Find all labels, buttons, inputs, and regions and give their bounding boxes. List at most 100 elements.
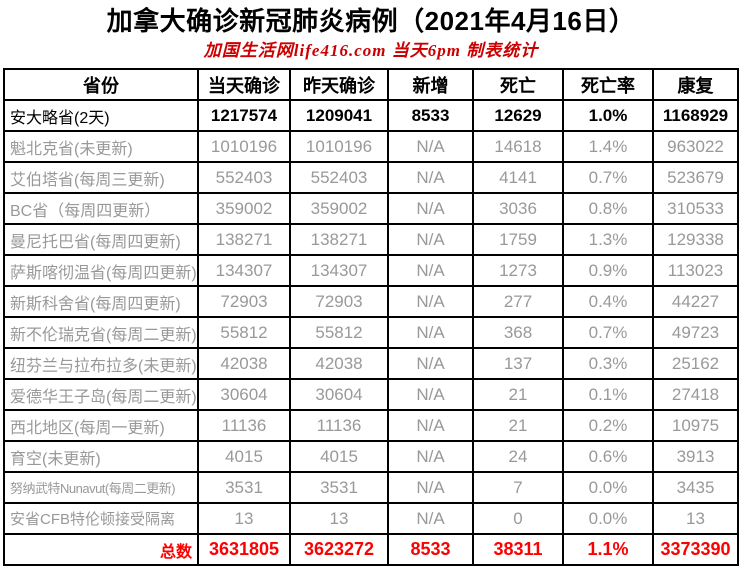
cell-today: 55812: [197, 316, 291, 349]
cell-rate: 0.1%: [562, 378, 654, 411]
cell-rate: 0.0%: [562, 502, 654, 535]
cell-recovered: 310533: [652, 192, 739, 225]
cell-deaths: 21: [472, 378, 564, 411]
cell-recovered: 13: [652, 502, 739, 535]
cell-rate: 1.0%: [562, 99, 654, 132]
cell-rate: 0.7%: [562, 161, 654, 194]
cell-yesterday: 42038: [289, 347, 389, 380]
cell-added: N/A: [387, 440, 474, 473]
cell-today: 134307: [197, 254, 291, 287]
table-row: 育空(未更新) 4015 4015 N/A 24 0.6% 3913: [3, 440, 739, 473]
cell-today: 72903: [197, 285, 291, 318]
column-header-province: 省份: [3, 68, 199, 101]
cell-rate: 1.1%: [562, 533, 654, 566]
table-row: 萨斯喀彻温省(每周四更新) 134307 134307 N/A 1273 0.9% 1130…: [3, 254, 739, 287]
cell-yesterday: 359002: [289, 192, 389, 225]
cell-province: 新不伦瑞克省(每周二更新): [3, 316, 199, 349]
cell-province: 新斯科舍省(每周四更新): [3, 285, 199, 318]
cell-recovered: 113023: [652, 254, 739, 287]
cell-added: 8533: [387, 533, 474, 566]
cell-recovered: 3435: [652, 471, 739, 504]
cell-deaths: 1273: [472, 254, 564, 287]
cell-province: 魁北克省(未更新): [3, 130, 199, 163]
column-header-yesterday: 昨天确诊: [289, 68, 389, 101]
cell-added: N/A: [387, 192, 474, 225]
cell-added: N/A: [387, 223, 474, 256]
table-row: 新不伦瑞克省(每周二更新) 55812 55812 N/A 368 0.7% 49723: [3, 316, 739, 349]
cell-yesterday: 3531: [289, 471, 389, 504]
cell-province: 西北地区(每周一更新): [3, 409, 199, 442]
total-row: 总数 3631805 3623272 8533 38311 1.1% 3373390: [3, 533, 739, 566]
cell-rate: 0.6%: [562, 440, 654, 473]
cell-yesterday: 55812: [289, 316, 389, 349]
cell-rate: 1.4%: [562, 130, 654, 163]
table-row: 安省CFB特伦顿接受隔离 13 13 N/A 0 0.0% 13: [3, 502, 739, 535]
cell-yesterday: 72903: [289, 285, 389, 318]
cell-added: N/A: [387, 471, 474, 504]
cell-deaths: 4141: [472, 161, 564, 194]
cell-yesterday: 30604: [289, 378, 389, 411]
cell-rate: 0.3%: [562, 347, 654, 380]
cell-deaths: 0: [472, 502, 564, 535]
cell-added: 8533: [387, 99, 474, 132]
cell-rate: 1.3%: [562, 223, 654, 256]
cell-today: 138271: [197, 223, 291, 256]
cell-today: 359002: [197, 192, 291, 225]
cell-deaths: 14618: [472, 130, 564, 163]
table-row: 新斯科舍省(每周四更新) 72903 72903 N/A 277 0.4% 44227: [3, 285, 739, 318]
cell-added: N/A: [387, 347, 474, 380]
table-row: 艾伯塔省(每周三更新) 552403 552403 N/A 4141 0.7% 523679: [3, 161, 739, 194]
cell-added: N/A: [387, 130, 474, 163]
header-row: 省份 当天确诊 昨天确诊 新增 死亡 死亡率 康复: [3, 68, 739, 101]
cell-recovered: 129338: [652, 223, 739, 256]
cell-province: 总数: [3, 533, 199, 566]
column-header-deaths: 死亡: [472, 68, 564, 101]
cell-recovered: 10975: [652, 409, 739, 442]
cell-rate: 0.9%: [562, 254, 654, 287]
covid-stats-table: 省份 当天确诊 昨天确诊 新增 死亡 死亡率 康复 安大略省(2天) 121757…: [3, 68, 739, 566]
column-header-rate: 死亡率: [562, 68, 654, 101]
cell-added: N/A: [387, 254, 474, 287]
cell-rate: 0.4%: [562, 285, 654, 318]
cell-province: 安大略省(2天): [3, 99, 199, 132]
cell-today: 30604: [197, 378, 291, 411]
page-title: 加拿大确诊新冠肺炎病例（2021年4月16日）: [106, 6, 636, 36]
cell-added: N/A: [387, 161, 474, 194]
cell-deaths: 368: [472, 316, 564, 349]
cell-yesterday: 1010196: [289, 130, 389, 163]
table-row: 爱德华王子岛(每周二更新) 30604 30604 N/A 21 0.1% 27418: [3, 378, 739, 411]
cell-yesterday: 134307: [289, 254, 389, 287]
cell-province: 爱德华王子岛(每周二更新): [3, 378, 199, 411]
cell-recovered: 963022: [652, 130, 739, 163]
cell-province: BC省（每周四更新）: [3, 192, 199, 225]
cell-yesterday: 552403: [289, 161, 389, 194]
cell-province: 努纳武特Nunavut(每周二更新): [3, 471, 199, 504]
cell-yesterday: 4015: [289, 440, 389, 473]
cell-yesterday: 138271: [289, 223, 389, 256]
cell-rate: 0.7%: [562, 316, 654, 349]
cell-province: 育空(未更新): [3, 440, 199, 473]
cell-today: 3631805: [197, 533, 291, 566]
cell-province: 萨斯喀彻温省(每周四更新): [3, 254, 199, 287]
cell-today: 1217574: [197, 99, 291, 132]
column-header-recovered: 康复: [652, 68, 739, 101]
cell-deaths: 137: [472, 347, 564, 380]
cell-added: N/A: [387, 502, 474, 535]
cell-deaths: 21: [472, 409, 564, 442]
cell-yesterday: 1209041: [289, 99, 389, 132]
cell-today: 13: [197, 502, 291, 535]
cell-province: 安省CFB特伦顿接受隔离: [3, 502, 199, 535]
cell-today: 4015: [197, 440, 291, 473]
column-header-today: 当天确诊: [197, 68, 291, 101]
table-row: 魁北克省(未更新) 1010196 1010196 N/A 14618 1.4% 96302…: [3, 130, 739, 163]
cell-province: 曼尼托巴省(每周四更新): [3, 223, 199, 256]
table-row: 西北地区(每周一更新) 11136 11136 N/A 21 0.2% 10975: [3, 409, 739, 442]
cell-deaths: 7: [472, 471, 564, 504]
cell-recovered: 1168929: [652, 99, 739, 132]
table-row: 曼尼托巴省(每周四更新) 138271 138271 N/A 1759 1.3% 12933…: [3, 223, 739, 256]
source-caption: 加国生活网life416.com 当天6pm 制表统计: [203, 41, 539, 60]
cell-recovered: 3373390: [652, 533, 739, 566]
cell-today: 552403: [197, 161, 291, 194]
table-row: BC省（每周四更新） 359002 359002 N/A 3036 0.8% 310533: [3, 192, 739, 225]
cell-deaths: 38311: [472, 533, 564, 566]
